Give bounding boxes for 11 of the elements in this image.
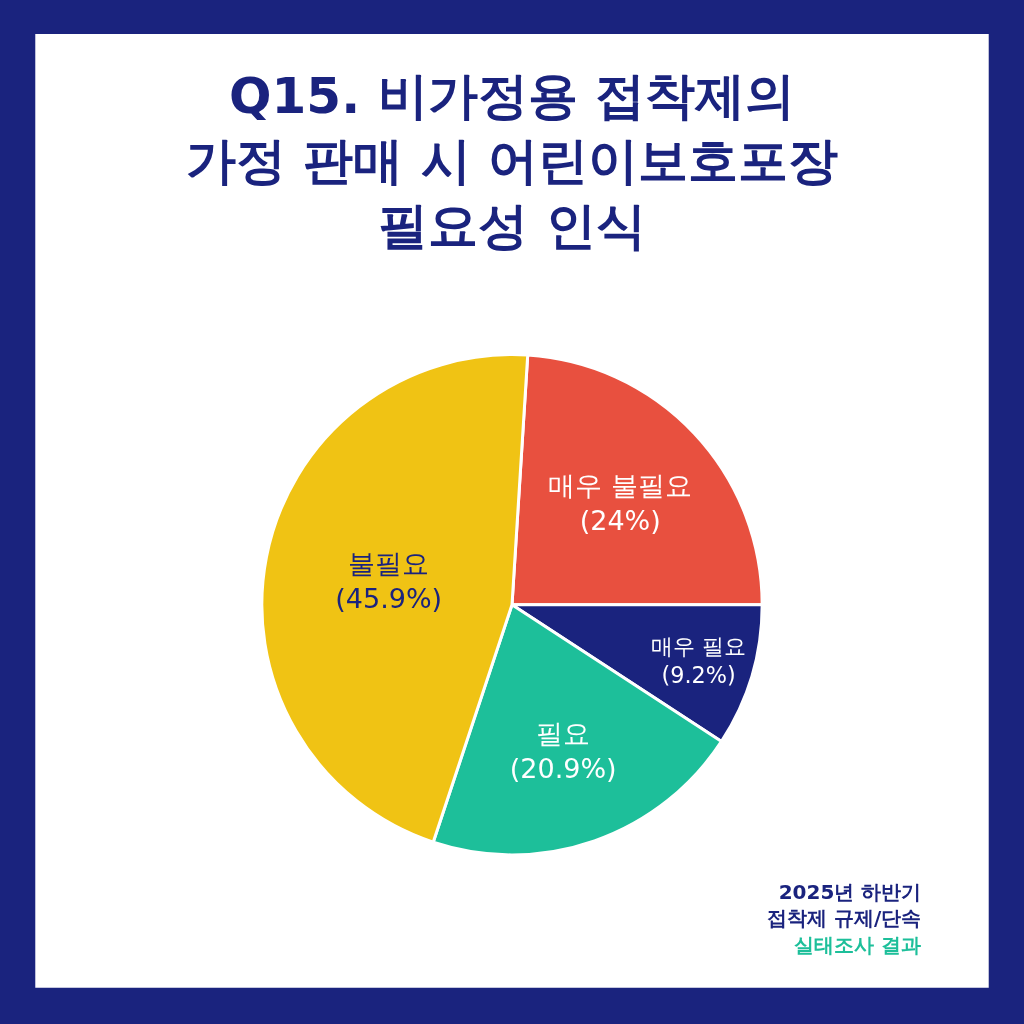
data-label: (9.2%) bbox=[661, 661, 736, 688]
text: 실태조사 결과 bbox=[794, 933, 921, 957]
slice-label: 매우 불필요 bbox=[548, 470, 693, 502]
data-label: (20.9%) bbox=[509, 753, 617, 785]
slice-label: 필요 bbox=[536, 718, 591, 750]
slice-label: 매우 필요 bbox=[651, 632, 747, 659]
data-label: (24%) bbox=[579, 505, 661, 537]
text: 2025년 하반기 접착제 규제/단속 bbox=[767, 880, 922, 930]
chart-title: Q15. 비가정용 접착제의 가정 판매 시 어린이보호포장 필요성 인식 bbox=[185, 66, 839, 255]
slice-label: 불필요 bbox=[348, 547, 430, 579]
data-label: (45.9%) bbox=[335, 582, 443, 614]
